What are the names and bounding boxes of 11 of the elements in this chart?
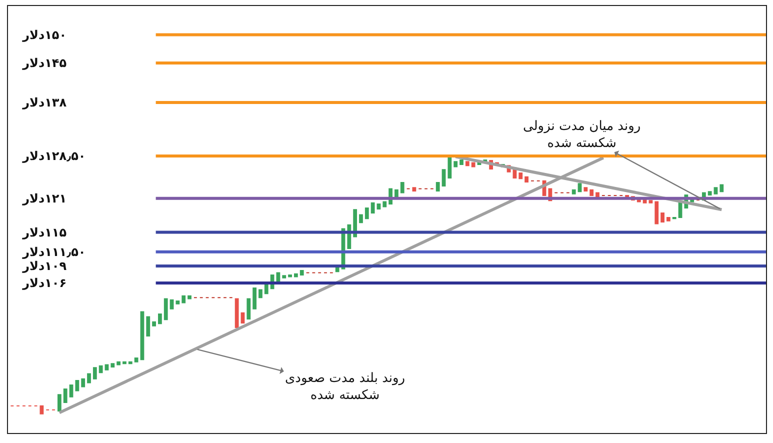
annotation: روند میان مدت نزولی شکسته شده bbox=[523, 119, 641, 151]
y-tick-label: ۱۲۸٫۵۰دلار bbox=[22, 149, 86, 164]
y-tick-label: ۱۵۰دلار bbox=[22, 28, 67, 42]
y-tick-label: ۱۱۱٫۵۰دلار bbox=[22, 245, 86, 260]
y-tick-label: ۱۴۵دلار bbox=[22, 56, 67, 70]
y-tick-label: ۱۱۵دلار bbox=[22, 225, 67, 240]
y-tick-label: ۱۳۸دلار bbox=[22, 96, 68, 110]
y-tick-label: ۱۰۹دلار bbox=[22, 259, 68, 274]
annotation: روند بلند مدت صعودی شکسته شده bbox=[285, 371, 406, 403]
y-tick-label: ۱۰۶دلار bbox=[22, 276, 67, 290]
y-tick-label: ۱۲۱دلار bbox=[22, 192, 67, 206]
